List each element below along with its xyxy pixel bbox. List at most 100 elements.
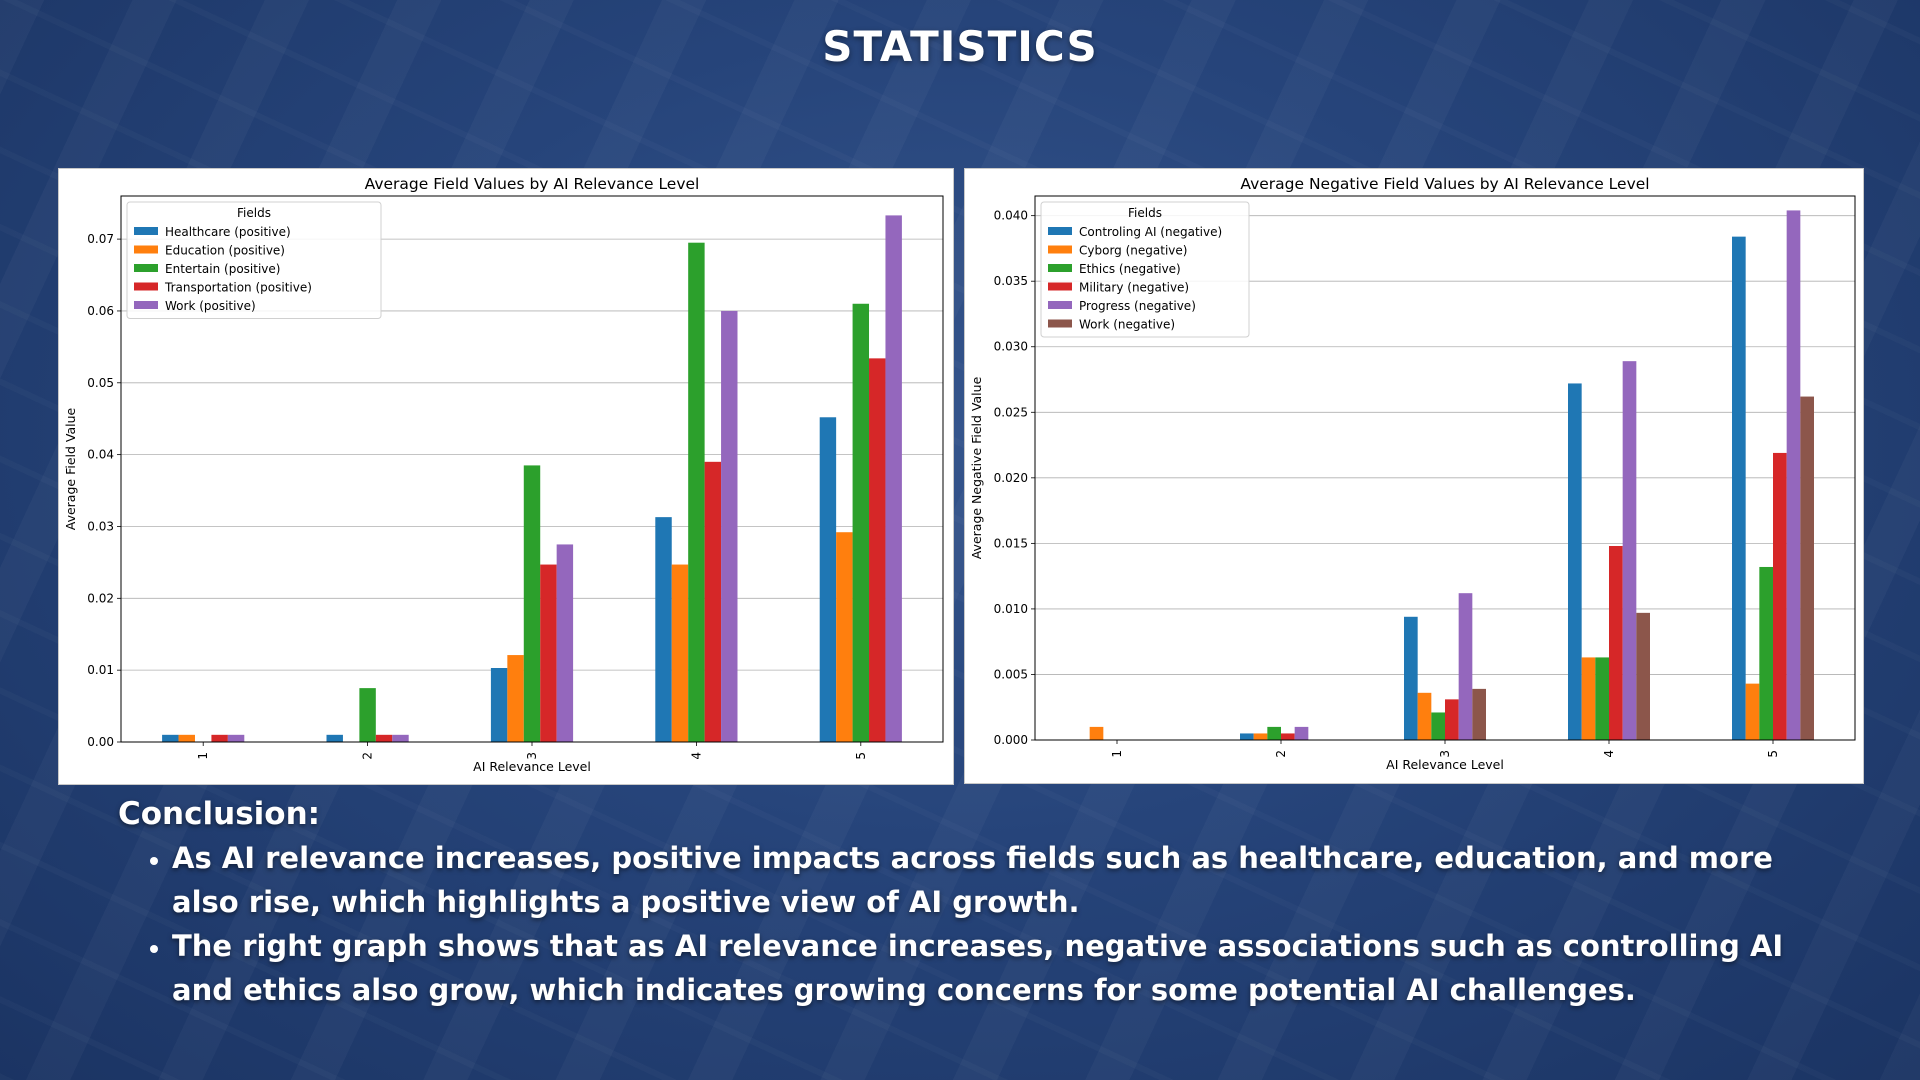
x-tick-label: 4	[689, 752, 703, 760]
legend-label: Entertain (positive)	[165, 262, 280, 276]
bar	[211, 734, 228, 742]
x-tick-label: 5	[854, 752, 868, 760]
legend-swatch	[134, 245, 158, 254]
legend-box	[126, 201, 382, 319]
legend-label: Military (negative)	[1079, 281, 1189, 295]
bar	[1281, 733, 1295, 740]
bar	[1609, 545, 1623, 740]
bar	[1417, 692, 1432, 740]
bar	[1240, 733, 1254, 740]
bar	[1431, 712, 1445, 740]
bar	[162, 734, 179, 742]
bar	[671, 564, 689, 742]
y-axis-label: Average Field Value	[63, 407, 78, 530]
legend-swatch	[1048, 245, 1072, 254]
x-tick-label: 1	[1110, 750, 1124, 758]
legend-swatch	[1048, 301, 1072, 309]
y-tick-label: 0.020	[994, 471, 1028, 485]
bar	[523, 465, 541, 742]
bar	[721, 310, 738, 742]
bar	[885, 215, 902, 743]
conclusion-section: Conclusion: As AI relevance increases, p…	[118, 796, 1818, 1012]
y-axis-label: Average Negative Field Value	[969, 376, 984, 559]
y-tick-label: 0.00	[87, 735, 114, 749]
negative-fields-bar-chart: Average Negative Field Values by AI Rele…	[969, 175, 1856, 772]
bar	[869, 358, 886, 742]
bar	[1745, 683, 1760, 740]
bar	[1253, 733, 1268, 740]
legend-label: Progress (negative)	[1079, 299, 1196, 313]
legend-label: Work (negative)	[1079, 318, 1175, 332]
y-tick-label: 0.030	[994, 340, 1028, 354]
page-title: STATISTICS	[822, 22, 1098, 71]
axes-frame	[120, 195, 944, 743]
legend-label: Work (positive)	[165, 299, 256, 313]
conclusion-list: As AI relevance increases, positive impa…	[118, 836, 1818, 1012]
legend-swatch	[1048, 319, 1072, 328]
y-tick-label: 0.035	[994, 274, 1028, 288]
x-tick-label: 3	[525, 752, 539, 760]
legend-label: Transportation (positive)	[164, 281, 312, 295]
legend-label: Ethics (negative)	[1079, 262, 1181, 276]
bar	[1595, 657, 1609, 740]
legend-label: Controling AI (negative)	[1079, 225, 1222, 239]
legend-title: Fields	[1128, 206, 1162, 220]
legend-label: Cyborg (negative)	[1079, 244, 1187, 258]
axes-frame	[1034, 195, 1856, 741]
bar	[507, 655, 524, 742]
bar	[540, 564, 557, 742]
conclusion-heading: Conclusion:	[118, 796, 321, 832]
legend-title: Fields	[237, 206, 271, 220]
x-tick-label: 2	[361, 752, 375, 760]
bar	[1786, 210, 1801, 740]
y-tick-label: 0.06	[87, 304, 114, 318]
bar	[852, 303, 870, 742]
x-tick-label: 3	[1438, 750, 1452, 758]
x-tick-label: 1	[196, 752, 210, 760]
y-tick-label: 0.015	[994, 536, 1028, 550]
legend-swatch	[134, 227, 158, 235]
conclusion-point: As AI relevance increases, positive impa…	[172, 836, 1818, 924]
bar	[1622, 361, 1637, 740]
legend-swatch	[1048, 264, 1072, 272]
legend-swatch	[134, 264, 158, 272]
chart-title: Average Field Values by AI Relevance Lev…	[365, 175, 700, 193]
bar	[359, 688, 376, 742]
bar	[1581, 657, 1596, 740]
right-chart-panel: Average Negative Field Values by AI Rele…	[964, 168, 1864, 784]
conclusion-point: The right graph shows that as AI relevan…	[172, 924, 1818, 1012]
legend-swatch	[134, 301, 158, 309]
bar	[392, 734, 409, 742]
bar	[819, 417, 837, 742]
y-tick-label: 0.040	[994, 209, 1028, 223]
bar	[1404, 616, 1418, 740]
y-tick-label: 0.04	[87, 448, 114, 462]
legend-swatch	[1048, 227, 1072, 235]
legend-label: Education (positive)	[165, 244, 285, 258]
y-tick-label: 0.000	[994, 733, 1028, 747]
x-tick-label: 5	[1766, 750, 1780, 758]
bar	[1568, 383, 1582, 740]
x-tick-label: 2	[1274, 750, 1288, 758]
bar	[1759, 566, 1773, 740]
bar	[704, 461, 722, 742]
chart-title: Average Negative Field Values by AI Rele…	[1240, 175, 1649, 193]
bar	[227, 734, 245, 742]
bar	[1294, 726, 1309, 740]
left-chart-panel: Average Field Values by AI Relevance Lev…	[58, 168, 954, 785]
x-axis-label: AI Relevance Level	[1386, 757, 1504, 772]
y-tick-label: 0.005	[994, 667, 1028, 681]
bar	[1089, 726, 1104, 740]
bar	[1458, 593, 1473, 740]
y-tick-label: 0.07	[87, 232, 114, 246]
bar	[1636, 612, 1650, 740]
y-tick-label: 0.02	[87, 591, 114, 605]
bar	[655, 517, 672, 742]
legend-swatch	[1048, 282, 1072, 291]
bar	[1445, 699, 1459, 740]
bar	[326, 734, 343, 742]
bar	[688, 242, 705, 742]
legend-swatch	[134, 282, 158, 291]
bar	[1773, 452, 1787, 740]
bar	[1800, 396, 1814, 740]
